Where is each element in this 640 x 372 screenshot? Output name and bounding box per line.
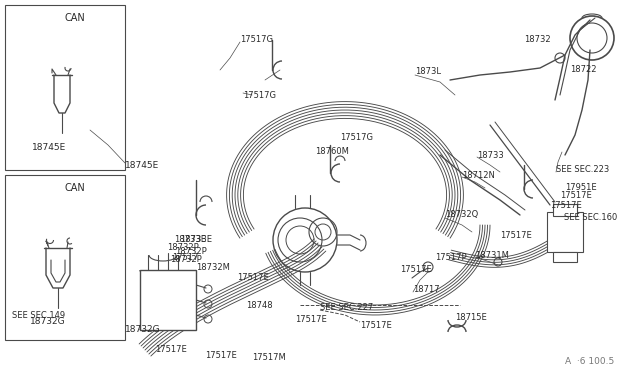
- Text: 17517E: 17517E: [400, 266, 432, 275]
- Text: SEE SEC.160: SEE SEC.160: [564, 214, 617, 222]
- Text: CAN: CAN: [65, 183, 85, 193]
- Text: 18760M: 18760M: [315, 148, 349, 157]
- Bar: [140, 270, 196, 330]
- Text: 17951E: 17951E: [565, 183, 596, 192]
- Text: 18733: 18733: [477, 151, 504, 160]
- Text: SEE SEC.227: SEE SEC.227: [320, 304, 373, 312]
- Text: 17517G: 17517G: [243, 90, 276, 99]
- Text: 17517M: 17517M: [252, 353, 285, 362]
- Text: 18733E: 18733E: [174, 235, 206, 244]
- Text: 18732G: 18732G: [125, 326, 161, 334]
- Bar: [5, 175, 125, 340]
- Text: 17517G: 17517G: [340, 134, 373, 142]
- Bar: [553, 252, 577, 262]
- Text: 18745E: 18745E: [32, 144, 67, 153]
- Text: 17517E: 17517E: [295, 315, 327, 324]
- Text: 18732P: 18732P: [167, 243, 199, 251]
- Text: 18715E: 18715E: [455, 314, 487, 323]
- Text: 18748: 18748: [246, 301, 273, 310]
- Text: 17517E: 17517E: [560, 190, 592, 199]
- Text: 18722: 18722: [570, 65, 596, 74]
- Text: 18732: 18732: [524, 35, 550, 45]
- Bar: [547, 212, 583, 252]
- Text: 17517G: 17517G: [240, 35, 273, 45]
- Text: SEE SEC.223: SEE SEC.223: [556, 166, 609, 174]
- Text: 1873L: 1873L: [415, 67, 441, 77]
- Text: 17517E: 17517E: [360, 321, 392, 330]
- Text: 18732P: 18732P: [170, 256, 202, 264]
- Text: 17517: 17517: [172, 253, 198, 263]
- Text: 18732M: 18732M: [196, 263, 230, 272]
- Text: 17517E: 17517E: [155, 346, 187, 355]
- Text: CAN: CAN: [65, 13, 85, 23]
- Text: 17517E: 17517E: [550, 201, 582, 209]
- Text: 17517P: 17517P: [435, 253, 467, 263]
- Bar: [553, 204, 577, 216]
- Text: 18732G: 18732G: [30, 317, 66, 327]
- Text: 18732P: 18732P: [175, 247, 207, 257]
- Text: 18745E: 18745E: [125, 160, 159, 170]
- Text: 18717: 18717: [413, 285, 440, 295]
- Text: 17517E: 17517E: [237, 273, 269, 282]
- Text: SEE SEC.149: SEE SEC.149: [12, 311, 65, 320]
- Bar: [5, 5, 125, 170]
- Text: 18733E: 18733E: [180, 235, 212, 244]
- Text: 18732Q: 18732Q: [445, 211, 478, 219]
- Text: 17517E: 17517E: [500, 231, 532, 240]
- Text: 18712N: 18712N: [462, 170, 495, 180]
- Text: 18731M: 18731M: [475, 250, 509, 260]
- Text: A  ·6 100.5: A ·6 100.5: [565, 357, 614, 366]
- Text: 17517E: 17517E: [205, 350, 237, 359]
